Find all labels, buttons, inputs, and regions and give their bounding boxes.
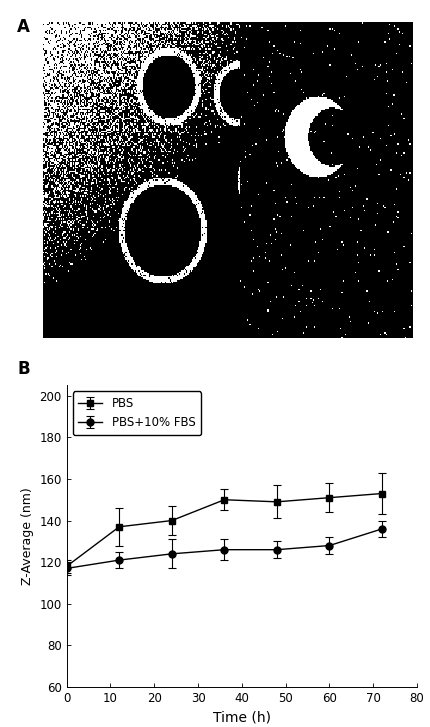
Text: A: A bbox=[17, 18, 30, 36]
Y-axis label: Z-Average (nm): Z-Average (nm) bbox=[21, 487, 34, 585]
Text: B: B bbox=[17, 360, 30, 378]
Legend: PBS, PBS+10% FBS: PBS, PBS+10% FBS bbox=[73, 391, 201, 435]
X-axis label: Time (h): Time (h) bbox=[213, 710, 271, 724]
